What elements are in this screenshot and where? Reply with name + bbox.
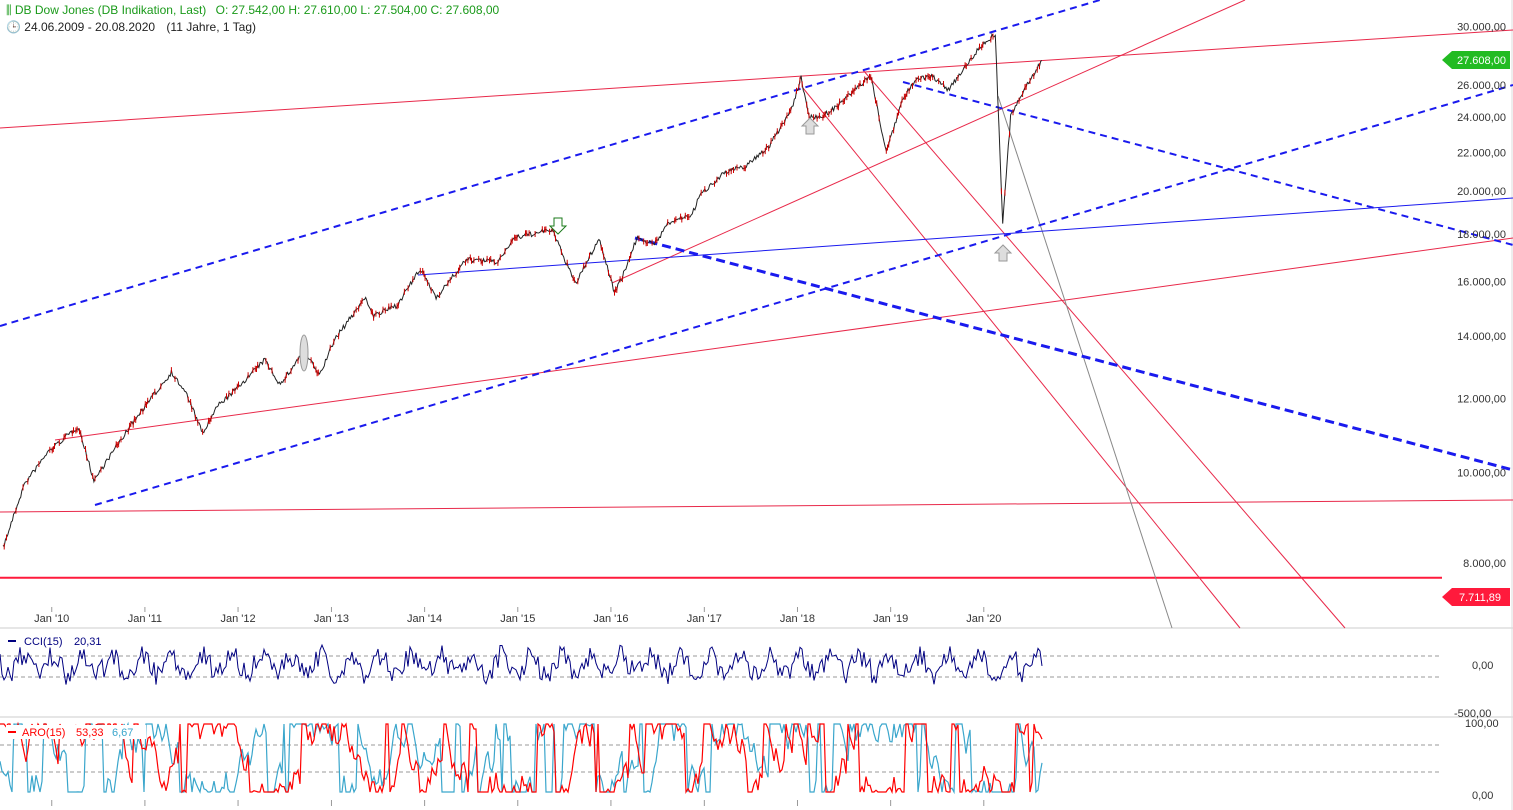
level-label: 7.711,89 <box>1442 588 1510 606</box>
y-tick-label: 26.000,00 <box>1457 80 1506 92</box>
y-tick-label: 24.000,00 <box>1457 112 1506 124</box>
y-tick-label: 12.000,00 <box>1457 393 1506 405</box>
x-tick-label: Jan '12 <box>220 613 255 625</box>
x-tick-label: Jan '17 <box>687 613 722 625</box>
x-tick-label: Jan '14 <box>407 613 442 625</box>
red-flat-line <box>0 499 1513 513</box>
y-tick-label: 10.000,00 <box>1457 467 1506 479</box>
x-tick-label: Jan '16 <box>593 613 628 625</box>
y-tick-label: 16.000,00 <box>1457 277 1506 289</box>
x-tick-label: Jan '18 <box>780 613 815 625</box>
y-tick-label: 18.000,00 <box>1457 229 1506 241</box>
chart-header-instrument: ⫼ DB Dow Jones (DB Indikation, Last) O: … <box>6 3 499 18</box>
y-axis: 30.000,0028.000,0026.000,0024.000,0022.0… <box>1457 22 1506 570</box>
x-tick-label: Jan '11 <box>128 613 162 625</box>
chart-type-icon: ⫼ <box>6 3 12 17</box>
level-label-text: 7.711,89 <box>1459 592 1501 604</box>
aro-tick-100: 100,00 <box>1465 718 1499 730</box>
x-tick-label: Jan '20 <box>966 613 1001 625</box>
red-trend-upper <box>0 29 1513 129</box>
y-tick-label: 22.000,00 <box>1457 148 1506 160</box>
grey-up-arrow-icon-2 <box>993 244 1013 262</box>
red-fall-1 <box>802 87 1241 629</box>
red-rising-line <box>611 0 1246 284</box>
aro-down-value: 6,67 <box>112 727 133 739</box>
cci-tick-zero: 0,00 <box>1472 660 1493 672</box>
cci-line <box>0 643 1043 685</box>
cci-value: 20,31 <box>74 636 102 648</box>
blue-dash-upper <box>0 0 1101 327</box>
red-channel-lower <box>54 237 1513 441</box>
blue-dash-lower <box>94 84 1513 506</box>
green-down-arrow-icon <box>548 217 568 235</box>
blue-dash-down <box>902 81 1513 246</box>
aro-tick-0: 0,00 <box>1472 790 1493 802</box>
cci-label: CCI(15) <box>24 636 63 648</box>
grey-fall <box>997 95 1173 629</box>
cci-panel: CCI(15) 20,31 0,00 -500,00 <box>0 636 1493 720</box>
grey-up-arrow-icon <box>800 117 820 135</box>
ohlc-values: O: 27.542,00 H: 27.610,00 L: 27.504,00 C… <box>215 3 500 17</box>
cci-tick-minus500: -500,00 <box>1454 708 1491 720</box>
price-down-ticks <box>3 33 1040 550</box>
price-series <box>2 32 1043 550</box>
blue-dash-thick <box>634 236 1513 472</box>
aro-up-value: 53,33 <box>76 727 104 739</box>
y-tick-label: 30.000,00 <box>1457 22 1506 34</box>
last-price-label: 27.608,00 <box>1442 51 1510 69</box>
grey-signal-ellipse <box>299 334 309 372</box>
date-range: 24.06.2009 - 20.08.2020 <box>24 20 156 34</box>
x-tick-label: Jan '13 <box>314 613 349 625</box>
trendlines <box>0 0 1513 629</box>
x-tick-label: Jan '15 <box>500 613 535 625</box>
chart-header-range: 🕒 24.06.2009 - 20.08.2020 (11 Jahre, 1 T… <box>6 20 256 34</box>
y-tick-label: 8.000,00 <box>1463 558 1506 570</box>
y-tick-label: 14.000,00 <box>1457 331 1506 343</box>
aro-label: ARO(15) <box>22 727 65 739</box>
x-tick-label: Jan '19 <box>873 613 908 625</box>
aroon-up-line <box>0 721 1043 795</box>
x-tick-label: Jan '10 <box>34 613 69 625</box>
blue-solid-line <box>417 197 1513 276</box>
aroon-panel: 100,00 0,00 ARO(15) 53,33 6,67 <box>0 718 1499 802</box>
last-price-text: 27.608,00 <box>1457 55 1506 67</box>
period-label: (11 Jahre, 1 Tag) <box>166 20 257 34</box>
markers <box>299 117 1013 372</box>
red-fall-2 <box>862 69 1346 629</box>
clock-icon: 🕒 <box>6 20 21 34</box>
instrument-title: DB Dow Jones (DB Indikation, Last) <box>14 3 207 17</box>
x-axis: Jan '10 Jan '11 Jan '12 Jan '13 Jan '14 Jan '… <box>34 607 1001 806</box>
price-line <box>2 32 1043 548</box>
y-tick-label: 20.000,00 <box>1457 186 1506 198</box>
